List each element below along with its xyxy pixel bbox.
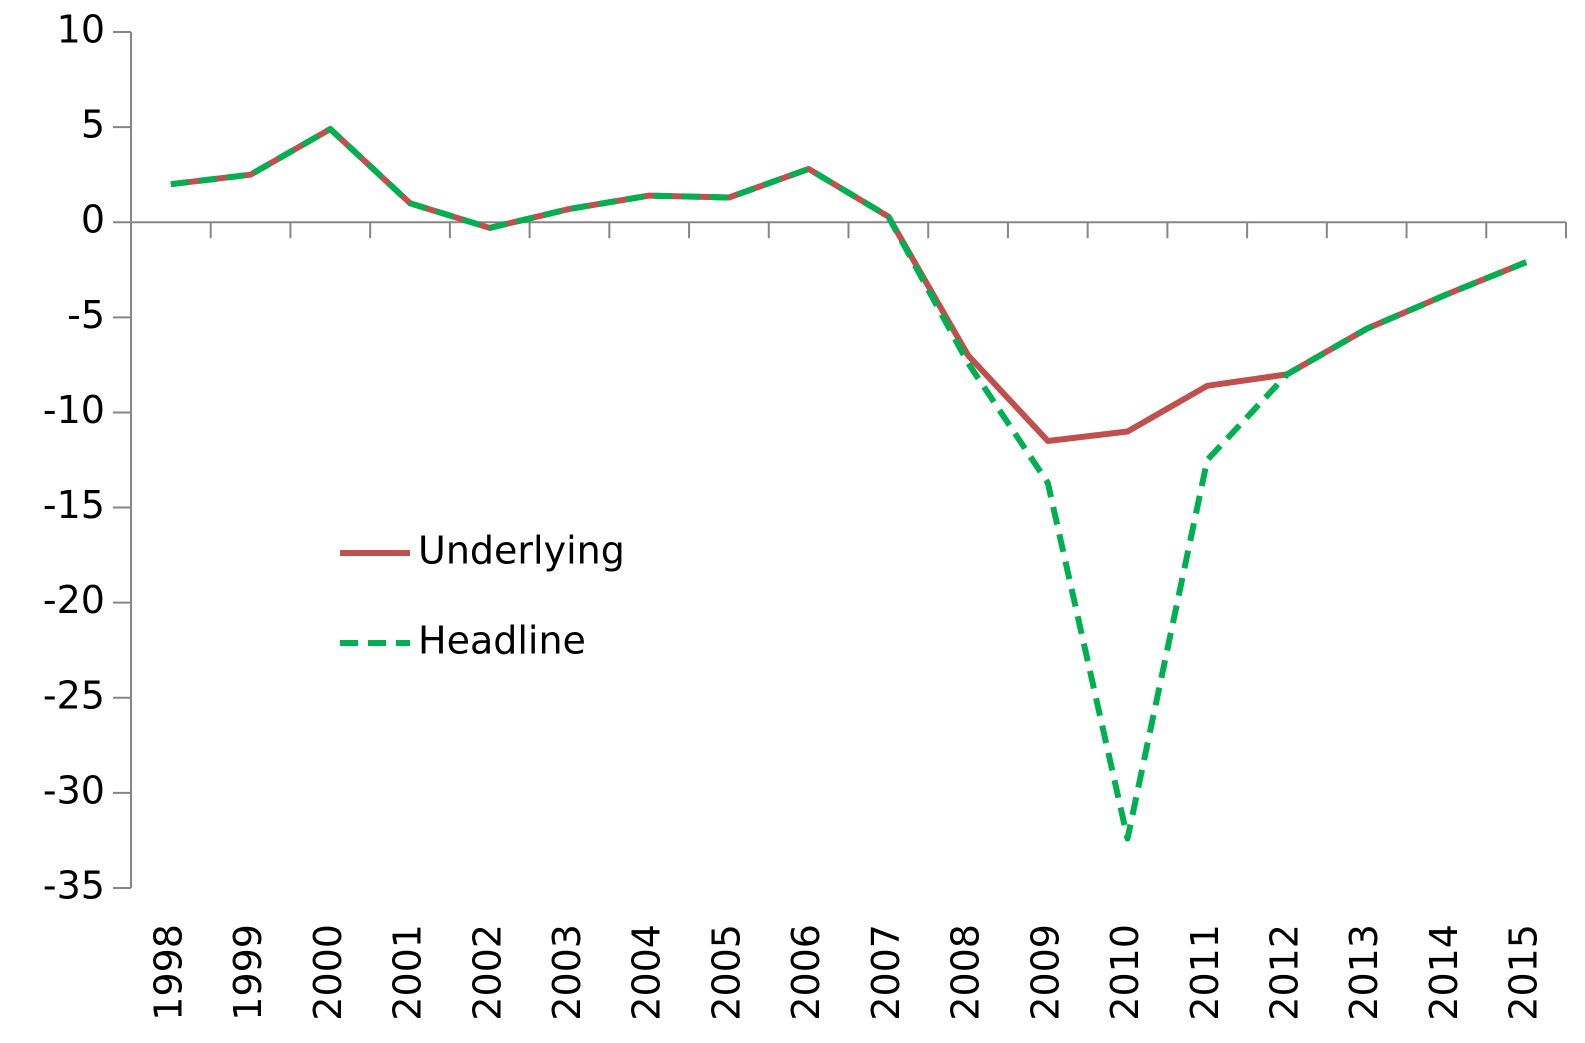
y-tick-label: 10 [57,8,105,52]
y-tick-label: -20 [43,578,105,622]
y-tick-label: -25 [43,673,105,717]
x-tick-label: 2010 [1103,924,1147,1021]
x-tick-label: 2012 [1262,924,1306,1021]
y-tick-label: -15 [43,483,105,527]
x-tick-label: 1998 [146,924,190,1021]
x-tick-label: 2000 [306,924,350,1021]
x-tick-label: 2003 [545,924,589,1021]
x-tick-label: 2007 [864,924,908,1021]
y-tick-label: -30 [43,768,105,812]
x-tick-label: 2015 [1502,924,1546,1021]
legend-label: Underlying [418,529,625,573]
y-tick-label: 5 [81,103,105,147]
y-tick-label: 0 [81,198,105,242]
legend-label: Headline [418,619,586,663]
x-tick-label: 1999 [226,924,270,1021]
line-series [170,126,1528,842]
line-series [170,126,1528,444]
x-tick-label: 2014 [1422,924,1466,1021]
x-tick-label: 2004 [625,924,669,1021]
x-tick-label: 2011 [1183,924,1227,1021]
x-tick-label: 2002 [465,924,509,1021]
x-tick-label: 2009 [1023,924,1067,1021]
x-tick-label: 2001 [386,924,430,1021]
x-tick-label: 2005 [704,924,748,1021]
x-tick-label: 2006 [784,924,828,1021]
y-tick-label: -5 [67,293,105,337]
y-tick-label: -35 [43,864,105,908]
y-tick-label: -10 [43,388,105,432]
x-tick-label: 2013 [1342,924,1386,1021]
x-tick-label: 2008 [944,924,988,1021]
